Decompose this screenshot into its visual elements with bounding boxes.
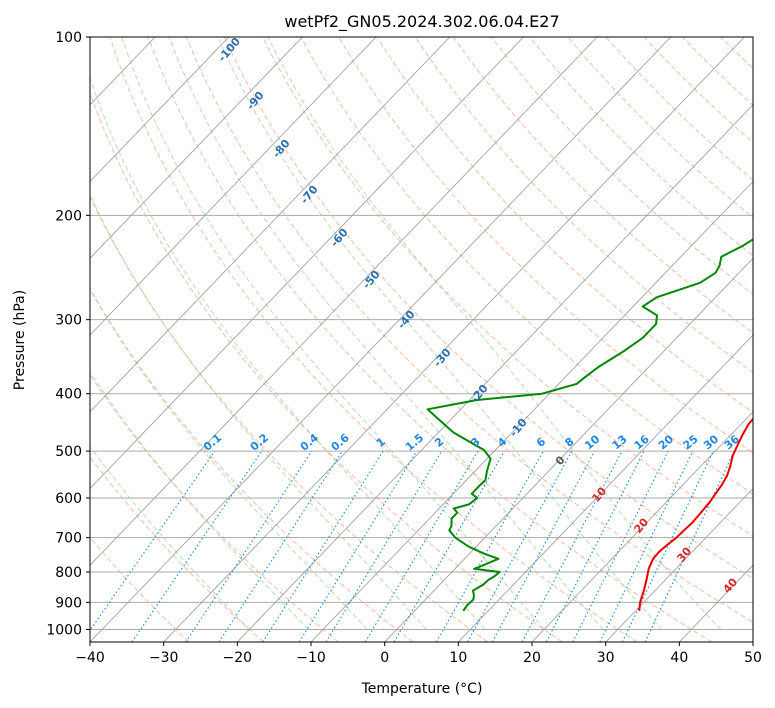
dry-adiabat-line — [452, 37, 753, 334]
temperature-profile-line — [638, 417, 753, 611]
mixing-ratio-line — [262, 450, 384, 642]
moist-adiabat-line — [90, 76, 486, 630]
dry-adiabat-line — [90, 91, 563, 642]
x-tick-label: 20 — [523, 650, 541, 666]
y-tick-label: 300 — [55, 313, 82, 329]
plot-area — [90, 37, 753, 642]
mixing-ratio-line — [325, 450, 443, 642]
mixing-ratio-line — [393, 450, 505, 642]
y-tick-label: 200 — [55, 208, 82, 224]
dewpoint-profile-line — [426, 238, 753, 612]
isotherm-line — [90, 37, 303, 259]
mixing-ratio-line — [90, 450, 216, 632]
mixing-ratio-line — [491, 450, 595, 642]
mixing-ratio-line — [644, 450, 735, 642]
dry-adiabat-line — [643, 37, 753, 144]
mixing-ratio-line — [298, 450, 418, 642]
y-tick-label: 400 — [55, 387, 82, 403]
x-tick-label: 50 — [744, 650, 762, 666]
plot-content: 0.1 0.2 0.4 0.6 1 1.5 2 3 4 6 8 10 13 16 20 25 30 36-100-… — [90, 37, 753, 642]
isotherm-line — [90, 37, 598, 566]
x-tick-label: −30 — [149, 650, 179, 666]
dry-adiabat-line — [90, 287, 414, 642]
x-tick-label: 10 — [449, 650, 467, 666]
moist-adiabat-line — [90, 288, 368, 630]
isotherm-line — [237, 104, 753, 642]
x-tick-label: 30 — [597, 650, 615, 666]
mixing-ratio-line — [131, 450, 263, 642]
moist-adiabat-line — [217, 37, 663, 630]
mixing-ratio-line — [599, 450, 694, 642]
isotherm-line — [310, 181, 753, 642]
x-tick-label: 40 — [670, 650, 688, 666]
mixing-ratio-line — [435, 450, 544, 642]
y-tick-label: 600 — [55, 491, 82, 507]
isotherm-line — [90, 37, 230, 183]
moist-adiabat-line — [267, 37, 722, 630]
y-tick-label: 700 — [55, 531, 82, 547]
moist-adiabat-line — [168, 37, 604, 630]
isotherm-line — [531, 411, 753, 642]
dry-adiabat-line — [185, 37, 753, 623]
y-tick-label: 100 — [55, 30, 82, 46]
isotherm-line — [90, 37, 451, 413]
dry-adiabat-line — [109, 37, 638, 642]
isotherm-line — [458, 334, 753, 642]
x-axis-label: Temperature (°C) — [361, 681, 483, 697]
dry-adiabat-line — [90, 195, 488, 642]
dry-adiabat-line — [90, 536, 190, 642]
chart-title: wetPf2_GN05.2024.302.06.04.E27 — [284, 12, 559, 32]
x-tick-label: −10 — [296, 650, 326, 666]
dry-adiabat-line — [224, 37, 753, 580]
y-tick-label: 1000 — [46, 622, 82, 638]
isotherm-line — [90, 37, 672, 642]
isotherm-line — [605, 487, 753, 642]
mixing-ratio-lines — [90, 450, 735, 642]
dry-adiabat-line — [529, 37, 753, 257]
isotherm-line — [90, 37, 377, 336]
dry-adiabat-line — [605, 37, 753, 181]
mixing-ratio-line — [467, 450, 573, 642]
mixing-ratio-line — [364, 450, 479, 642]
moist-adiabat-line — [121, 37, 545, 630]
isotherm-line — [384, 257, 753, 642]
dry-adiabat-line — [300, 37, 753, 495]
dry-adiabat-line — [262, 37, 753, 537]
sounding-series — [426, 238, 753, 612]
dry-adiabat-line — [147, 37, 712, 642]
isotherm-line — [90, 37, 524, 490]
y-tick-label: 800 — [55, 565, 82, 581]
mixing-ratio-line — [621, 450, 714, 642]
y-axis-ticks: 100 200 300 400 500 600 700 800 900 1000 — [46, 30, 90, 638]
dry-adiabat-line — [90, 456, 264, 642]
dry-adiabat-line — [567, 37, 753, 219]
y-axis-label: Pressure (hPa) — [12, 290, 28, 390]
mixing-ratio-line — [218, 450, 343, 642]
dry-adiabat-line — [414, 37, 753, 374]
y-tick-label: 500 — [55, 444, 82, 460]
x-tick-label: −40 — [75, 650, 105, 666]
y-tick-label: 900 — [55, 595, 82, 611]
plot-frame — [89, 36, 754, 643]
x-tick-label: −20 — [223, 650, 253, 666]
x-tick-label: 0 — [380, 650, 389, 666]
x-axis-ticks: −40 −30 −20 −10 0 10 20 30 40 50 — [75, 642, 762, 666]
isotherms — [90, 37, 753, 642]
moist-adiabats — [90, 37, 722, 630]
isotherm-line — [163, 37, 745, 642]
